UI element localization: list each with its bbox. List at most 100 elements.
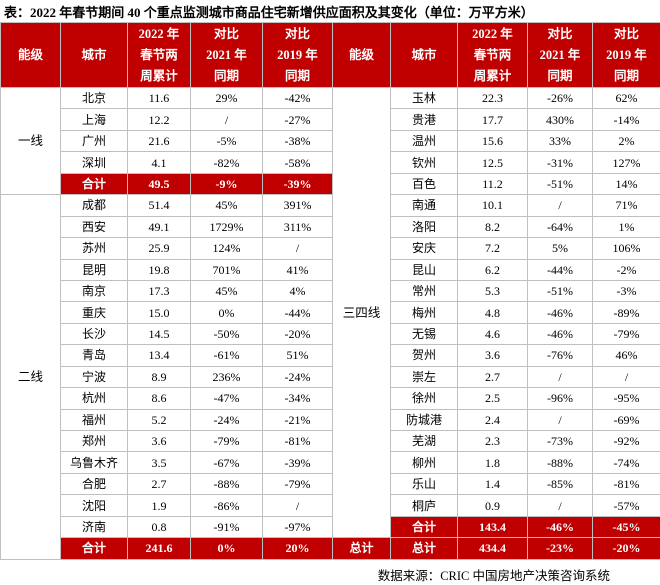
header-row: 能级 城市 2022 年春节两 周累计 对比 2021 年同期 对比 2019 年同期 能级 城市… [0,22,660,88]
value-cell: 51.4 [127,194,191,217]
value-cell: -74% [592,451,660,474]
header-line: 能级 [17,47,43,62]
value-cell: 21.6 [127,129,191,153]
value-cell: 430% [527,108,593,131]
value-cell: 8.2 [457,215,528,239]
value-cell: 1729% [190,215,263,239]
city-cell: 昆明 [60,258,128,281]
value-cell: 0.8 [127,515,191,539]
header-line: 2019 年 [606,47,647,62]
value-cell: -39% [262,451,333,474]
header-line: 能级 [348,47,374,62]
value-cell: -44% [262,301,333,324]
value-cell: 701% [190,258,263,281]
value-cell: 6.2 [457,258,528,281]
tier-cell: 三四线 [332,86,391,539]
table-row: 西安 49.1 1729% 311% 洛阳 8.2 -64% 1% [1,215,660,239]
total-cell: 0% [190,537,263,560]
value-cell: -64% [527,215,593,239]
header-line: 周累计 [473,68,512,83]
total-cell: -46% [527,515,593,539]
value-cell: -44% [527,258,593,281]
value-cell: 4% [262,279,333,303]
value-cell: 3.6 [457,344,528,367]
value-cell: -51% [527,172,593,196]
value-cell: -79% [262,472,333,496]
header-line: 城市 [81,47,107,62]
city-cell: 洛阳 [390,215,458,239]
tier-cell: 一线 [0,86,61,196]
value-cell: -61% [190,344,263,367]
grand-total-cell: -20% [592,537,660,560]
header-line: 城市 [411,47,437,62]
city-cell: 福州 [60,408,128,432]
value-cell: 29% [190,86,263,110]
value-cell: 17.3 [127,279,191,303]
header-cell: 2022 年春节两 周累计 [127,22,191,88]
value-cell: -89% [592,301,660,324]
header-line: 2021 年 [539,47,581,62]
total-cell: -45% [592,515,660,539]
value-cell: -95% [592,387,660,410]
value-cell: 124% [190,237,263,260]
value-cell: 11.2 [457,172,528,196]
header-cell: 对比 2019 年同期 [592,22,660,88]
value-cell: -3% [592,279,660,303]
value-cell: -57% [592,494,660,517]
city-cell: 桐庐 [390,494,458,517]
header-line: 春节两 [140,47,178,62]
header-line: 同期 [213,68,239,83]
header-cell: 城市 [390,22,458,88]
table-row: 郑州 3.6 -79% -81% 芜湖 2.3 -73% -92% [1,429,660,453]
value-cell: 106% [592,237,660,260]
table-row: 重庆 15.0 0% -44% 梅州 4.8 -46% -89% [1,301,660,324]
city-cell: 重庆 [60,301,128,324]
city-cell: 宁波 [60,365,128,389]
value-cell: 12.5 [457,151,528,174]
value-cell: 1% [592,215,660,239]
city-cell: 南京 [60,279,128,303]
city-cell: 上海 [60,108,128,131]
value-cell: 2.7 [457,365,528,389]
value-cell: -91% [190,515,263,539]
value-cell: 15.6 [457,129,528,153]
source-note: 数据来源：CRIC 中国房地产决策咨询系统 [377,569,610,583]
value-cell: / [527,365,593,389]
value-cell: -24% [262,365,333,389]
city-cell: 苏州 [60,237,128,260]
value-cell: 19.8 [127,258,191,281]
header-line: 春节两 [473,47,512,62]
value-cell: 2.5 [457,387,528,410]
grand-total-cell: 总计 [390,537,458,560]
value-cell: 45% [190,279,263,303]
value-cell: -79% [190,429,263,453]
city-cell: 常州 [390,279,458,303]
city-cell: 贺州 [390,344,458,367]
value-cell: -42% [262,86,333,110]
value-cell: -47% [190,387,263,410]
city-cell: 北京 [60,86,128,110]
header-line: 周累计 [140,68,178,83]
total-cell: 20% [262,537,333,560]
table-row: 乌鲁木齐 3.5 -67% -39% 柳州 1.8 -88% -74% [1,451,660,474]
value-cell: 8.6 [127,387,191,410]
value-cell: 33% [527,129,593,153]
value-cell: / [262,237,333,260]
value-cell: 22.3 [457,86,528,110]
city-cell: 徐州 [390,387,458,410]
city-cell: 青岛 [60,344,128,367]
city-cell: 芜湖 [390,429,458,453]
header-line: 2022 年 [472,26,513,41]
total-cell: 合计 [60,537,128,560]
header-line: 2019 年 [277,47,318,62]
value-cell: -5% [190,129,263,153]
value-cell: 7.2 [457,237,528,260]
table-row: 沈阳 1.9 -86% / 桐庐 0.9/-57% [1,494,660,517]
city-cell: 百色 [390,172,458,196]
city-cell: 西安 [60,215,128,239]
city-cell: 乌鲁木齐 [60,451,128,474]
header-cell: 对比 2021 年同期 [527,22,593,88]
value-cell: 4.1 [127,151,191,174]
table-row: 合计 49.5 -9% -39% 百色 11.2 -51% 14% [1,172,660,196]
